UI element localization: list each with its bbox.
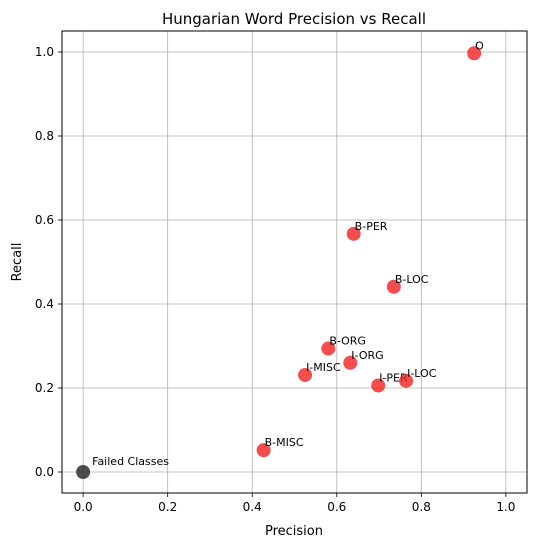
x-tick-label: 0.2: [158, 500, 177, 514]
x-tick-label: 1.0: [496, 500, 515, 514]
y-axis-label: Recall: [10, 243, 25, 282]
data-point: [386, 279, 401, 294]
point-label: B-PER: [355, 220, 388, 233]
data-point: [371, 378, 386, 393]
grid: [62, 31, 527, 493]
y-tick-label: 0.4: [35, 297, 54, 311]
data-point: [256, 443, 271, 458]
ticks: 0.0 0.2 0.4 0.6 0.8 1.0 0.0 0.2 0.4 0.6 0.8 1.0: [35, 45, 516, 514]
y-tick-label: 0.8: [35, 129, 54, 143]
point-label: I-LOC: [407, 367, 437, 380]
point-label: B-LOC: [395, 273, 429, 286]
point-label: I-ORG: [351, 349, 383, 362]
y-tick-label: 0.6: [35, 213, 54, 227]
chart-title: Hungarian Word Precision vs Recall: [162, 10, 426, 28]
data-point: [467, 46, 482, 61]
x-axis-label: Precision: [265, 524, 323, 539]
data-point: [298, 367, 313, 382]
point-label: Failed Classes: [92, 455, 169, 468]
y-tick-label: 1.0: [35, 45, 54, 59]
point-label: B-MISC: [265, 436, 304, 449]
point-label: O: [475, 39, 484, 52]
point-label: I-MISC: [306, 361, 341, 374]
data-point: [346, 226, 361, 241]
y-tick-label: 0.2: [35, 381, 54, 395]
x-tick-label: 0.0: [74, 500, 93, 514]
data-point: [399, 373, 414, 388]
x-tick-label: 0.8: [412, 500, 431, 514]
x-tick-label: 0.4: [243, 500, 262, 514]
data-point: [343, 355, 358, 370]
y-tick-label: 0.0: [35, 465, 54, 479]
plot-frame: [61, 30, 528, 494]
point-label: B-ORG: [329, 335, 366, 348]
failed-point: [76, 465, 91, 479]
data-point: [321, 341, 336, 356]
x-tick-label: 0.6: [327, 500, 346, 514]
